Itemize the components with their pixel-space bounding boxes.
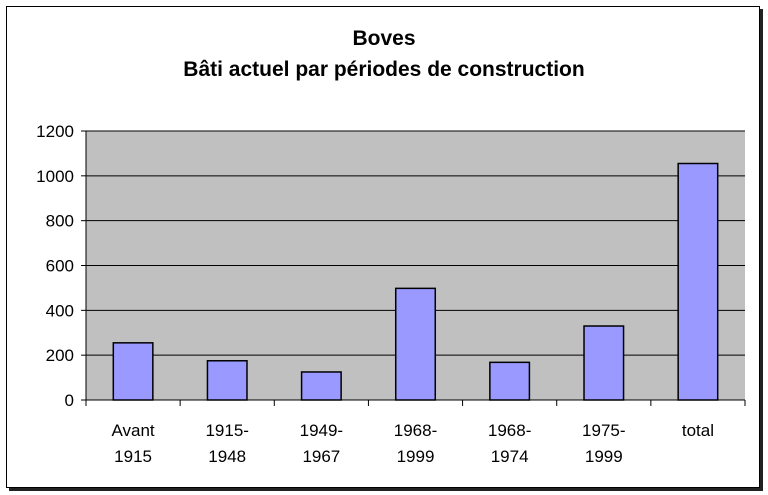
x-tick-label: Avant [111, 421, 154, 440]
bar [300, 371, 342, 401]
x-tick-label: 1968- [488, 421, 531, 440]
y-tick-label: 0 [65, 391, 74, 410]
x-tick-label: 1999 [585, 447, 623, 466]
y-tick-label: 1000 [36, 167, 74, 186]
bar [206, 360, 248, 401]
bar [583, 325, 625, 401]
chart-subtitle: Bâti actuel par périodes de construction [183, 58, 585, 81]
x-tick-label: 1915 [114, 447, 152, 466]
bar [677, 162, 719, 401]
bar [489, 361, 531, 401]
x-tick-label: 1948 [208, 447, 246, 466]
y-tick-label: 600 [46, 257, 74, 276]
bar [394, 287, 437, 401]
bar [112, 342, 154, 401]
y-tick-label: 1200 [36, 122, 74, 141]
y-tick-label: 400 [46, 301, 74, 320]
x-tick-label: 1999 [397, 447, 435, 466]
x-tick-label: 1974 [491, 447, 529, 466]
x-tick-label: 1949- [300, 421, 343, 440]
y-tick-label: 800 [46, 212, 74, 231]
chart-title: Boves [352, 27, 416, 50]
x-tick-label: 1967 [302, 447, 340, 466]
y-tick-label: 200 [46, 346, 74, 365]
x-tick-label: 1968- [394, 421, 437, 440]
x-tick-label: total [682, 421, 714, 440]
x-tick-label: 1975- [582, 421, 625, 440]
x-tick-label: 1915- [205, 421, 248, 440]
